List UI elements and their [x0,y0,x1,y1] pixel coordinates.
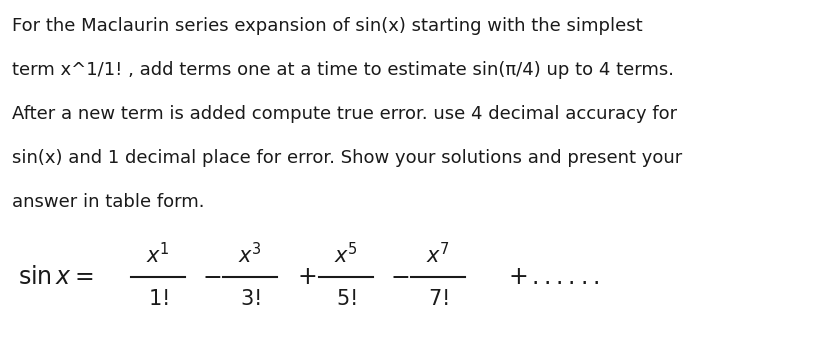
Text: answer in table form.: answer in table form. [12,193,204,211]
Text: $+\,......$: $+\,......$ [508,266,599,289]
Text: $1!$: $1!$ [148,289,168,309]
Text: $x^{5}$: $x^{5}$ [334,243,358,268]
Text: $x^{7}$: $x^{7}$ [426,243,450,268]
Text: term x^1/1! , add terms one at a time to estimate sin(π/4) up to 4 terms.: term x^1/1! , add terms one at a time to… [12,61,674,79]
Text: $\sin x =$: $\sin x =$ [18,266,93,289]
Text: $7!$: $7!$ [428,289,449,309]
Text: $+$: $+$ [297,266,317,289]
Text: sin(x) and 1 decimal place for error. Show your solutions and present your: sin(x) and 1 decimal place for error. Sh… [12,149,682,167]
Text: For the Maclaurin series expansion of sin(x) starting with the simplest: For the Maclaurin series expansion of si… [12,17,643,35]
Text: $x^{1}$: $x^{1}$ [146,243,170,268]
Text: After a new term is added compute true error. use 4 decimal accuracy for: After a new term is added compute true e… [12,105,677,123]
Text: $3!$: $3!$ [239,289,261,309]
Text: $x^{3}$: $x^{3}$ [238,243,262,268]
Text: $-$: $-$ [203,266,221,289]
Text: $5!$: $5!$ [336,289,356,309]
Text: $-$: $-$ [391,266,409,289]
